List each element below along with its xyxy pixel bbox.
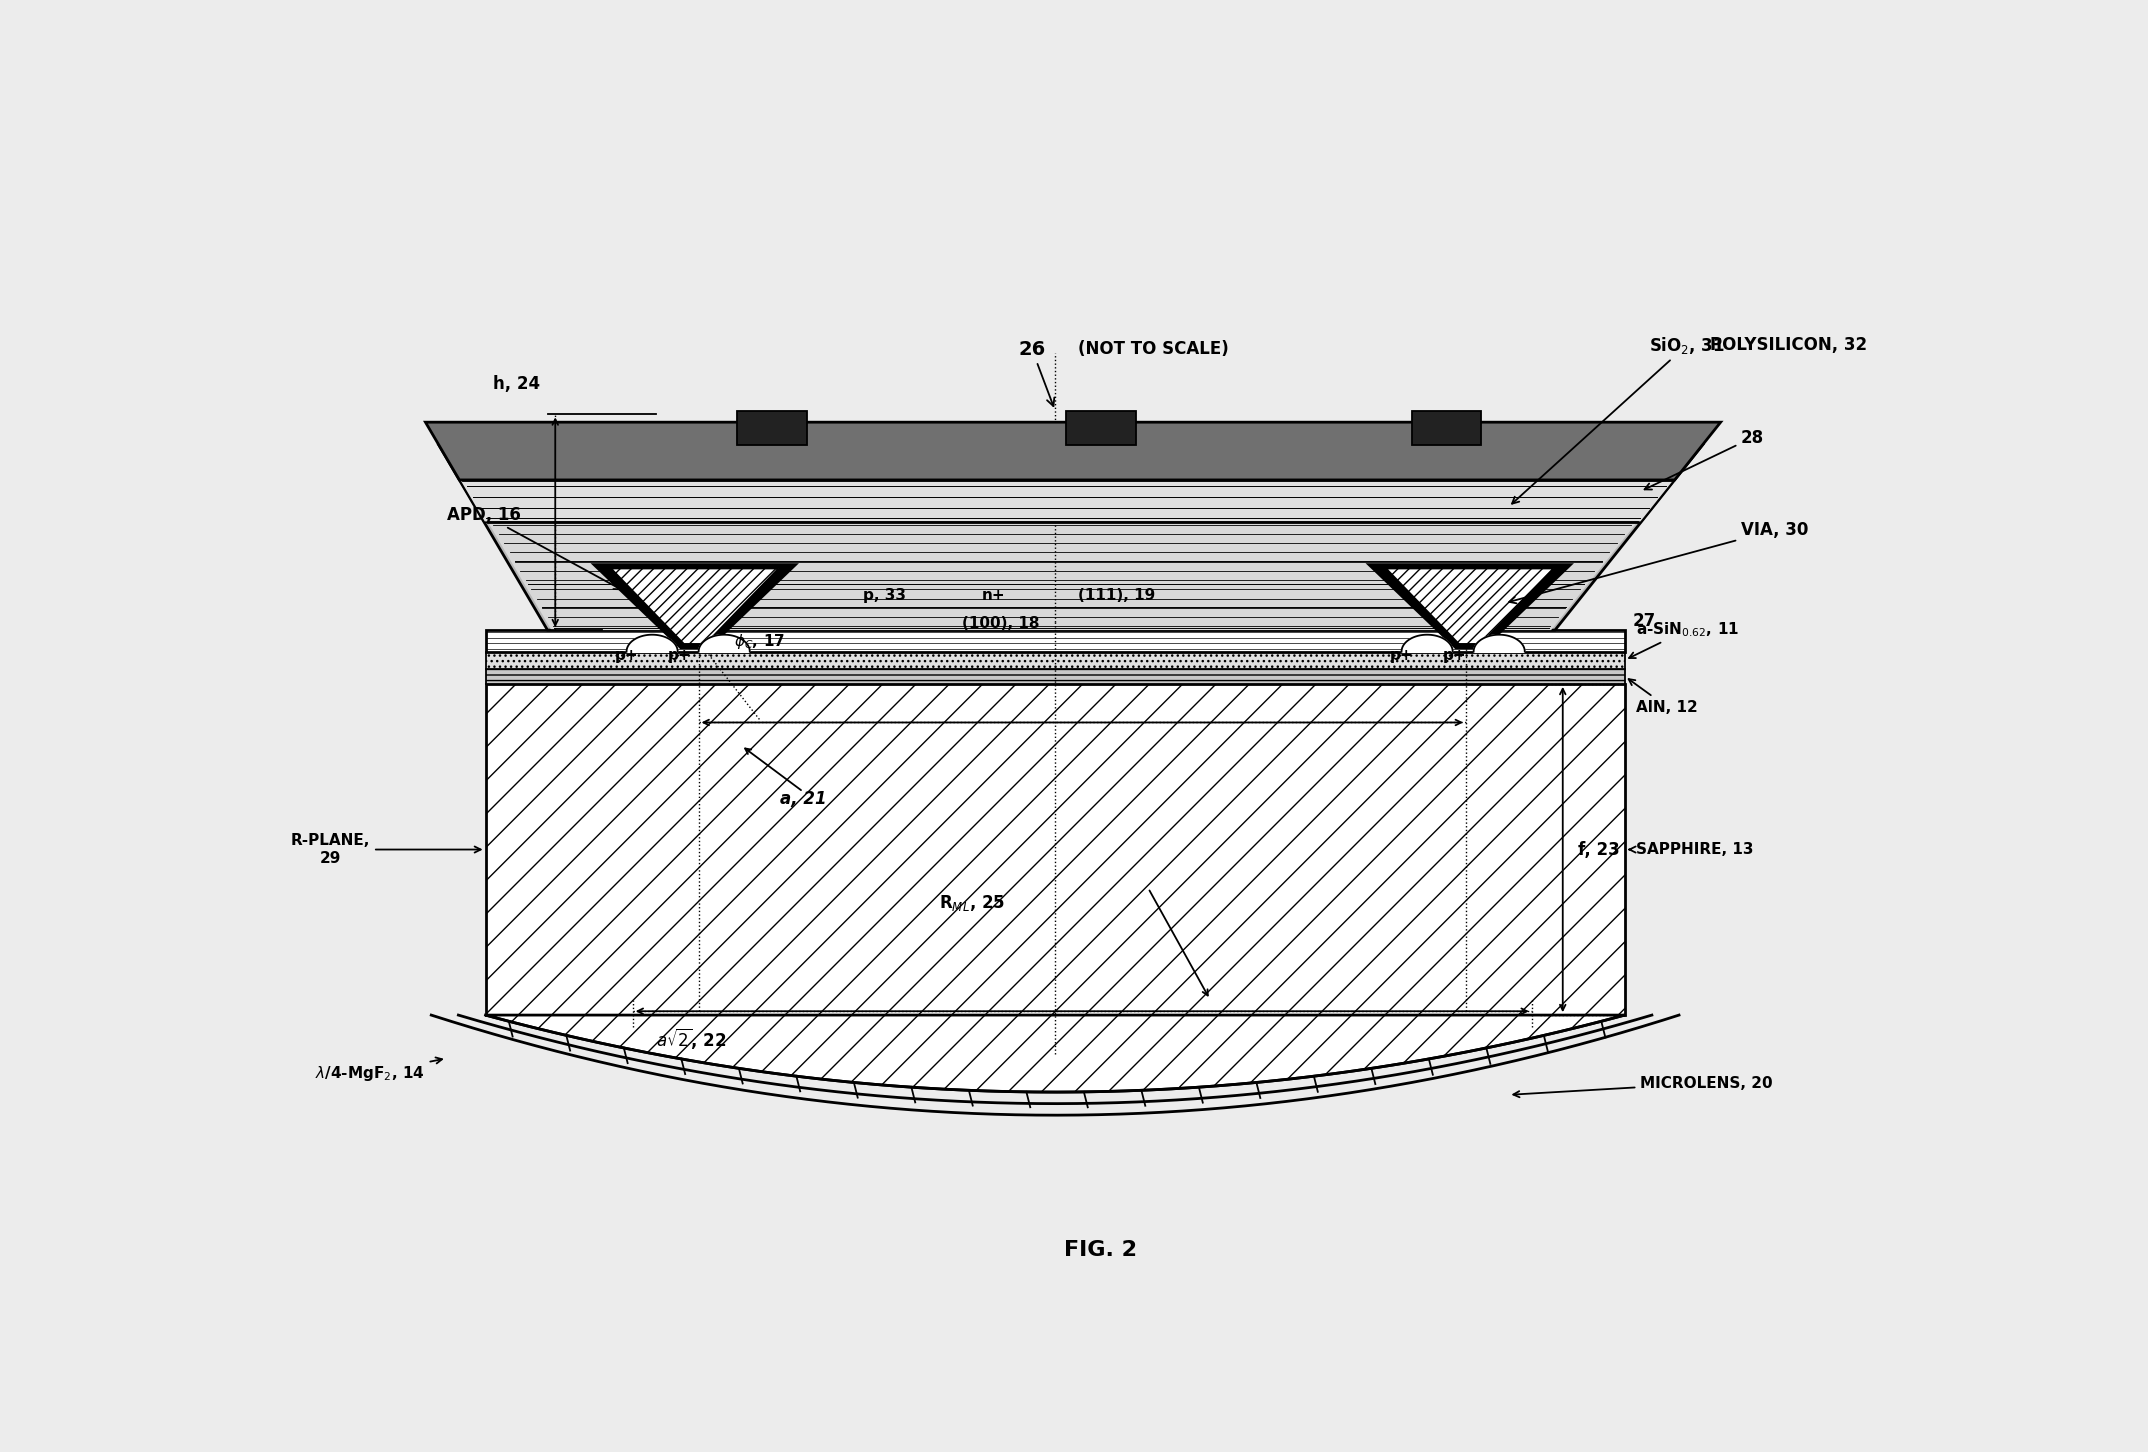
Text: FIG. 2: FIG. 2 <box>1065 1240 1136 1260</box>
Polygon shape <box>627 635 679 652</box>
Text: (NOT TO SCALE): (NOT TO SCALE) <box>1078 340 1229 359</box>
Polygon shape <box>1368 565 1570 648</box>
Bar <box>737 411 808 446</box>
Polygon shape <box>698 635 750 652</box>
Text: $a\sqrt{2}$, 22: $a\sqrt{2}$, 22 <box>655 1025 726 1051</box>
Polygon shape <box>438 446 1701 630</box>
Text: 26: 26 <box>1018 340 1055 407</box>
Text: p+: p+ <box>614 648 638 664</box>
Polygon shape <box>595 565 795 648</box>
Bar <box>485 652 1624 668</box>
Polygon shape <box>1474 635 1525 652</box>
Bar <box>1411 411 1482 446</box>
Bar <box>485 668 1624 684</box>
Polygon shape <box>425 423 1721 481</box>
Polygon shape <box>1400 635 1452 652</box>
Text: $\lambda$/4-MgF$_2$, 14: $\lambda$/4-MgF$_2$, 14 <box>316 1057 442 1083</box>
Text: a, 21: a, 21 <box>780 790 827 809</box>
Text: (111), 19: (111), 19 <box>1078 588 1156 603</box>
Bar <box>485 630 1624 652</box>
Text: SiO$_2$, 31: SiO$_2$, 31 <box>1512 334 1725 504</box>
Bar <box>1065 411 1136 446</box>
Text: n+: n+ <box>982 588 1005 603</box>
Polygon shape <box>1385 569 1553 643</box>
Text: VIA, 30: VIA, 30 <box>1510 521 1809 604</box>
Text: h, 24: h, 24 <box>492 375 539 392</box>
Polygon shape <box>485 1015 1624 1092</box>
Text: (100), 18: (100), 18 <box>962 617 1040 632</box>
Text: a-SiN$_{0.62}$, 11: a-SiN$_{0.62}$, 11 <box>1628 620 1740 658</box>
Text: MICROLENS, 20: MICROLENS, 20 <box>1514 1076 1772 1098</box>
Polygon shape <box>488 523 1637 630</box>
Text: R-PLANE,
29: R-PLANE, 29 <box>290 833 481 865</box>
Text: POLYSILICON, 32: POLYSILICON, 32 <box>1710 337 1867 354</box>
Polygon shape <box>460 481 1675 523</box>
Text: APD, 16: APD, 16 <box>447 505 621 590</box>
Text: f, 23: f, 23 <box>1579 841 1620 858</box>
Bar <box>485 684 1624 1015</box>
Text: p+: p+ <box>1443 648 1467 664</box>
Text: R$_{ML}$, 25: R$_{ML}$, 25 <box>939 893 1005 913</box>
Text: p+: p+ <box>668 648 692 664</box>
Text: $\phi_C$, 17: $\phi_C$, 17 <box>732 632 784 650</box>
Polygon shape <box>610 569 778 643</box>
Text: 27: 27 <box>1632 611 1656 630</box>
Text: 28: 28 <box>1645 428 1764 489</box>
Text: p+: p+ <box>1390 648 1413 664</box>
Text: p, 33: p, 33 <box>863 588 906 603</box>
Text: AlN, 12: AlN, 12 <box>1628 680 1699 714</box>
Text: SAPPHIRE, 13: SAPPHIRE, 13 <box>1630 842 1755 857</box>
